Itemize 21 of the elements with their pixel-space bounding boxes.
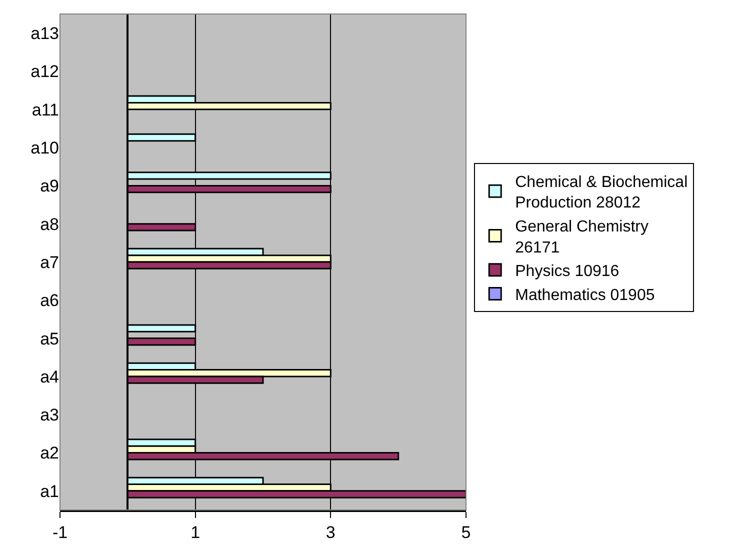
y-tick-label: a7 — [40, 252, 59, 272]
y-tick-label: a11 — [32, 100, 59, 120]
y-tick-label: a2 — [40, 444, 59, 463]
y-tick-label: a4 — [40, 367, 59, 386]
y-tick-label: a6 — [40, 291, 59, 310]
y-tick-label: a9 — [40, 176, 59, 196]
x-tick-label: -1 — [52, 523, 68, 542]
y-tick-label: a5 — [40, 329, 59, 348]
x-tick-label: 1 — [190, 523, 200, 542]
y-tick-label: a1 — [40, 482, 59, 501]
y-tick-label: a12 — [30, 62, 59, 82]
x-tick-label: 5 — [461, 523, 471, 542]
y-tick-label: a8 — [40, 214, 59, 234]
y-tick-label: a13 — [30, 24, 59, 44]
legend-label: Chemical & Biochemical Production 28012 — [515, 174, 688, 212]
y-tick-label: a10 — [30, 138, 59, 158]
x-tick-label: 3 — [326, 523, 336, 542]
legend-label: Physics 10916 — [515, 263, 620, 280]
legend-label: General Chemistry 26171 — [515, 218, 648, 256]
legend-label: Mathematics 01905 — [515, 286, 655, 304]
y-tick-label: a3 — [40, 406, 59, 425]
